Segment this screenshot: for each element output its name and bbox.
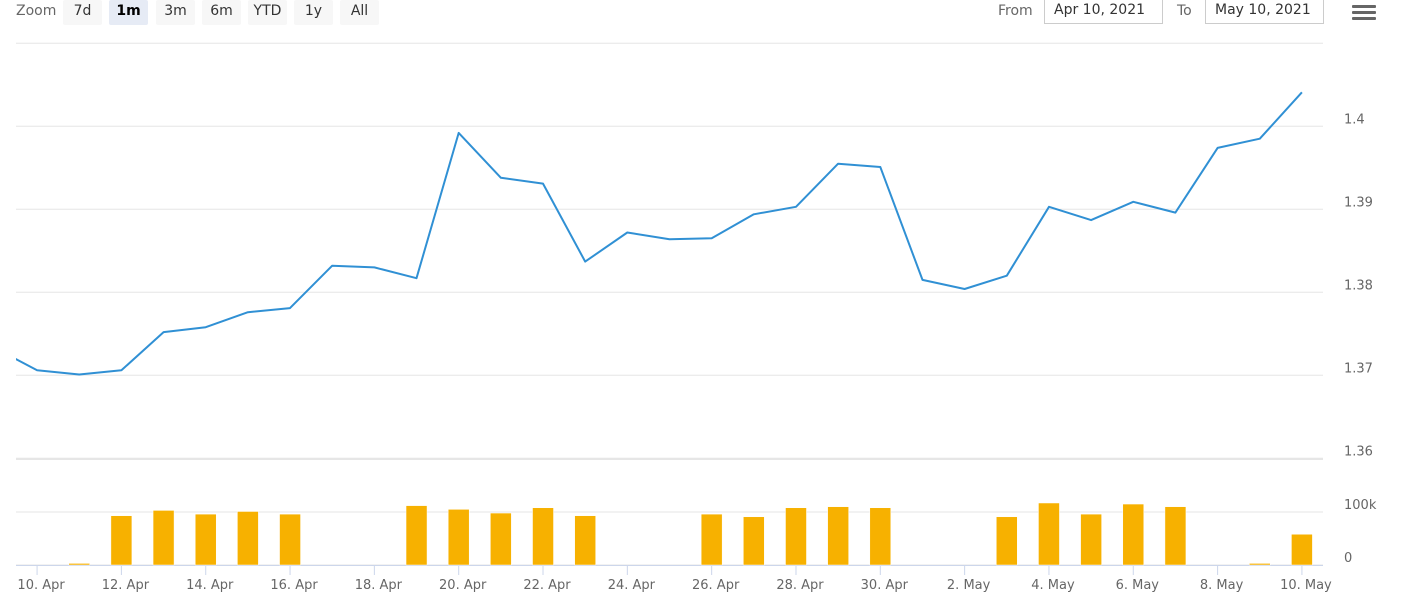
price-line bbox=[16, 91, 1303, 376]
volume-bar bbox=[237, 511, 259, 566]
volume-bar bbox=[152, 510, 175, 566]
zoom-button-6m[interactable]: 6m bbox=[202, 0, 241, 25]
price-tick-label: 1.39 bbox=[1344, 195, 1373, 210]
x-tick-label: 14. Apr bbox=[186, 578, 234, 593]
volume-bar bbox=[1038, 502, 1060, 566]
x-tick-label: 4. May bbox=[1031, 578, 1075, 593]
volume-bar bbox=[1164, 506, 1187, 566]
to-label: To bbox=[1177, 3, 1192, 19]
x-tick-label: 24. Apr bbox=[608, 578, 656, 593]
price-tick-label: 1.4 bbox=[1344, 112, 1365, 127]
zoom-button-7d[interactable]: 7d bbox=[63, 0, 102, 25]
volume-bar bbox=[574, 515, 596, 566]
zoom-button-ytd[interactable]: YTD bbox=[248, 0, 287, 25]
volume-bar bbox=[1249, 563, 1271, 566]
volume-bar bbox=[405, 505, 428, 566]
x-tick-label: 30. Apr bbox=[861, 578, 909, 593]
volume-bar bbox=[532, 507, 554, 566]
volume-bar bbox=[700, 513, 723, 566]
volume-bar bbox=[194, 513, 217, 566]
x-tick-label: 8. May bbox=[1200, 578, 1244, 593]
volume-bar bbox=[827, 506, 849, 566]
from-label: From bbox=[998, 3, 1033, 19]
volume-bar bbox=[743, 516, 765, 566]
x-tick-label: 26. Apr bbox=[692, 578, 740, 593]
x-tick-label: 16. Apr bbox=[270, 578, 318, 593]
zoom-button-1m[interactable]: 1m bbox=[109, 0, 148, 25]
volume-bar bbox=[1291, 534, 1313, 566]
x-tick-label: 18. Apr bbox=[355, 578, 403, 593]
zoom-button-all[interactable]: All bbox=[340, 0, 379, 25]
from-date-input[interactable]: Apr 10, 2021 bbox=[1044, 0, 1163, 24]
volume-bar bbox=[490, 512, 512, 566]
volume-bar bbox=[110, 515, 133, 566]
volume-bar bbox=[869, 507, 892, 566]
volume-bar bbox=[785, 507, 807, 566]
hamburger-icon[interactable] bbox=[1352, 5, 1376, 23]
price-tick-label: 1.36 bbox=[1344, 444, 1373, 459]
volume-bar bbox=[996, 516, 1018, 566]
price-tick-label: 1.37 bbox=[1344, 361, 1373, 376]
x-tick-label: 10. Apr bbox=[17, 578, 65, 593]
x-tick-label: 2. May bbox=[947, 578, 991, 593]
zoom-button-1y[interactable]: 1y bbox=[294, 0, 333, 25]
zoom-label: Zoom bbox=[16, 3, 57, 19]
volume-tick-label: 0 bbox=[1344, 551, 1352, 566]
x-tick-label: 12. Apr bbox=[102, 578, 150, 593]
volume-bar bbox=[447, 509, 470, 566]
x-tick-label: 28. Apr bbox=[776, 578, 824, 593]
volume-tick-label: 100k bbox=[1344, 498, 1377, 513]
volume-bar bbox=[68, 563, 90, 566]
volume-bar bbox=[1080, 513, 1102, 566]
price-tick-label: 1.38 bbox=[1344, 278, 1373, 293]
x-tick-label: 20. Apr bbox=[439, 578, 487, 593]
zoom-button-3m[interactable]: 3m bbox=[156, 0, 195, 25]
x-tick-label: 10. May bbox=[1280, 578, 1332, 593]
volume-bar bbox=[1122, 503, 1145, 566]
x-tick-label: 22. Apr bbox=[523, 578, 571, 593]
volume-bar bbox=[279, 513, 301, 566]
x-tick-label: 6. May bbox=[1116, 578, 1160, 593]
to-date-input[interactable]: May 10, 2021 bbox=[1205, 0, 1324, 24]
